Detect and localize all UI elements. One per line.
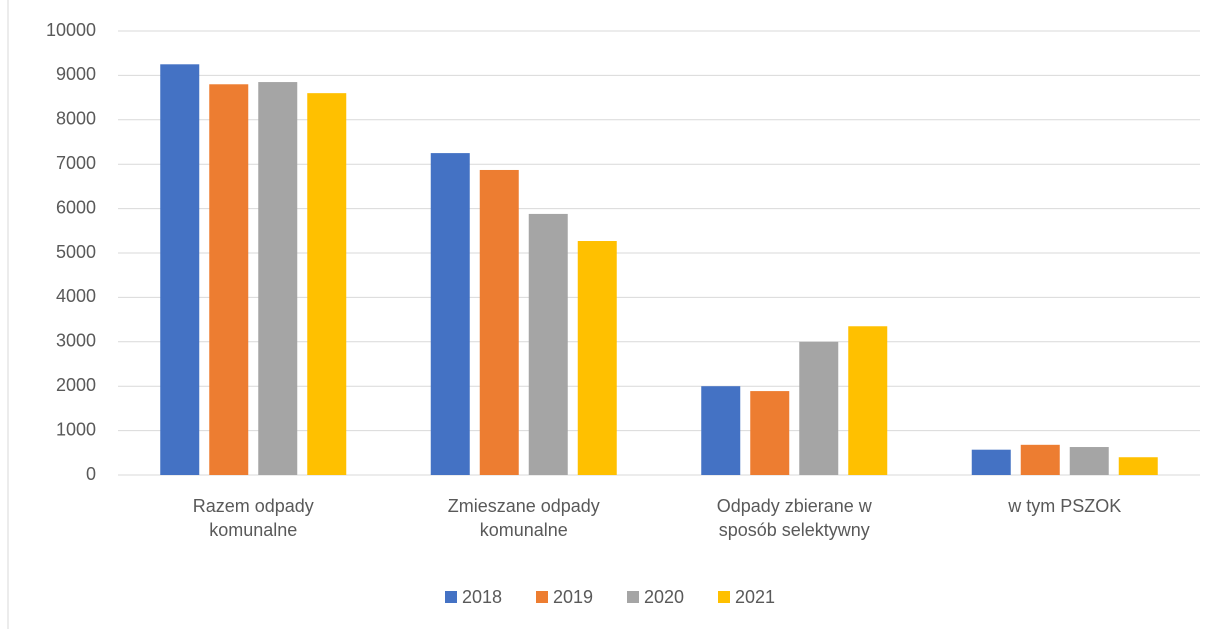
y-tick-label: 9000 bbox=[56, 64, 96, 84]
y-tick-label: 0 bbox=[86, 464, 96, 484]
bar bbox=[160, 64, 200, 476]
legend-swatch bbox=[627, 591, 639, 603]
legend-label: 2020 bbox=[644, 587, 684, 607]
bar bbox=[430, 153, 470, 475]
x-tick-label: Zmieszane odpady komunalne bbox=[447, 496, 600, 540]
x-tick-label: w tym PSZOK bbox=[1008, 496, 1122, 516]
bar bbox=[479, 169, 519, 476]
y-tick-label: 1000 bbox=[56, 419, 96, 439]
legend-swatch bbox=[536, 591, 548, 603]
y-tick-label: 4000 bbox=[56, 286, 96, 306]
y-tick-label: 2000 bbox=[56, 375, 96, 395]
y-tick-label: 8000 bbox=[56, 109, 96, 129]
bar bbox=[848, 326, 888, 475]
y-tick-label: 5000 bbox=[56, 242, 96, 262]
legend-swatch bbox=[445, 591, 457, 603]
bar bbox=[799, 341, 839, 475]
y-tick-label: 7000 bbox=[56, 153, 96, 173]
y-tick-label: 10000 bbox=[46, 20, 96, 40]
legend-label: 2021 bbox=[735, 587, 775, 607]
bar bbox=[209, 84, 249, 475]
bar bbox=[750, 391, 790, 475]
bar bbox=[528, 213, 568, 476]
bar bbox=[971, 449, 1011, 475]
legend-label: 2018 bbox=[462, 587, 502, 607]
bar bbox=[307, 93, 347, 475]
y-tick-label: 3000 bbox=[56, 331, 96, 351]
y-tick-label: 6000 bbox=[56, 197, 96, 217]
legend-label: 2019 bbox=[553, 587, 593, 607]
bar bbox=[1118, 457, 1158, 475]
bar bbox=[1069, 447, 1109, 475]
x-tick-label: Razem odpady komunalne bbox=[192, 496, 314, 540]
bar bbox=[701, 386, 741, 475]
bar bbox=[577, 241, 617, 475]
bar bbox=[258, 82, 298, 475]
x-tick-label: Odpady zbierane w sposób selektywny bbox=[716, 496, 872, 540]
bar bbox=[1020, 444, 1060, 475]
legend-swatch bbox=[718, 591, 730, 603]
